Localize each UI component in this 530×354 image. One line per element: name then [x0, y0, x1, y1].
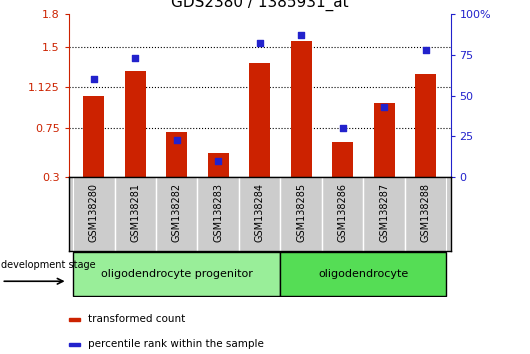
Text: percentile rank within the sample: percentile rank within the sample	[88, 339, 264, 349]
Bar	[73, 177, 114, 251]
Bar	[156, 177, 198, 251]
Bar	[69, 318, 80, 321]
Text: GSM138283: GSM138283	[213, 183, 223, 242]
Bar	[114, 177, 156, 251]
Text: oligodendrocyte: oligodendrocyte	[319, 269, 409, 279]
Point	[214, 158, 223, 164]
Point	[90, 76, 98, 82]
Point	[380, 104, 388, 110]
Bar	[364, 177, 405, 251]
Text: GSM138284: GSM138284	[255, 183, 264, 242]
Text: GSM138280: GSM138280	[89, 183, 99, 242]
Bar	[125, 70, 146, 177]
Bar	[166, 132, 187, 177]
Bar	[374, 103, 394, 177]
Text: GSM138285: GSM138285	[296, 183, 306, 242]
Bar	[208, 153, 228, 177]
Text: GSM138286: GSM138286	[338, 183, 348, 242]
Point	[172, 137, 181, 142]
Text: development stage: development stage	[2, 259, 96, 270]
Bar	[280, 177, 322, 251]
Bar	[405, 177, 446, 251]
Point	[339, 125, 347, 131]
Text: GSM138282: GSM138282	[172, 183, 182, 242]
Text: GSM138281: GSM138281	[130, 183, 140, 242]
Text: GSM138287: GSM138287	[379, 183, 389, 242]
FancyBboxPatch shape	[280, 252, 446, 296]
Title: GDS2380 / 1385931_at: GDS2380 / 1385931_at	[171, 0, 349, 11]
Text: GSM138288: GSM138288	[421, 183, 430, 242]
Bar	[322, 177, 364, 251]
Bar	[249, 63, 270, 177]
Bar	[83, 96, 104, 177]
Point	[297, 33, 305, 38]
Bar	[415, 74, 436, 177]
FancyBboxPatch shape	[73, 252, 280, 296]
Bar	[332, 142, 353, 177]
Point	[421, 47, 430, 53]
Bar	[291, 41, 312, 177]
Point	[255, 41, 264, 46]
Bar	[69, 343, 80, 346]
Text: transformed count: transformed count	[88, 314, 185, 324]
Bar	[198, 177, 239, 251]
Bar	[239, 177, 280, 251]
Point	[131, 55, 139, 61]
Text: oligodendrocyte progenitor: oligodendrocyte progenitor	[101, 269, 253, 279]
